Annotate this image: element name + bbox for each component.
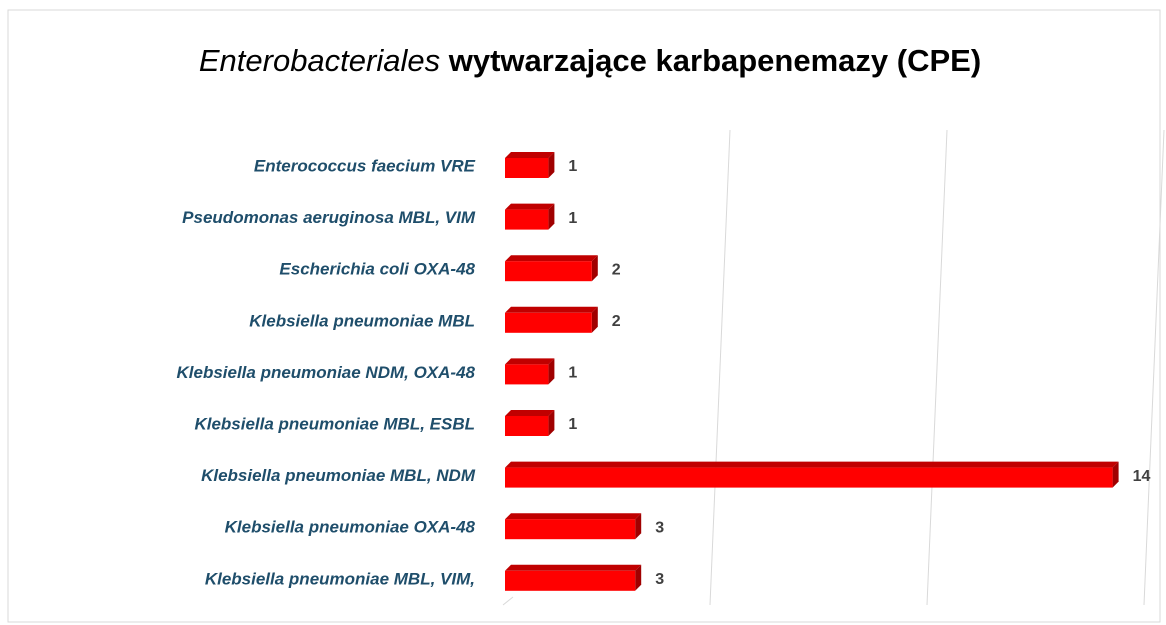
bar-side <box>591 306 598 333</box>
bar-top <box>505 306 598 313</box>
grid-line <box>709 129 731 606</box>
bar <box>505 513 642 540</box>
bar-side <box>548 410 555 436</box>
bar-side <box>1112 461 1119 488</box>
bar-front <box>505 261 592 282</box>
bar-front <box>505 158 549 178</box>
data-label: 3 <box>655 519 664 536</box>
y-tick-label: Klebsiella pneumoniae OXA-48 <box>225 518 476 537</box>
bar <box>505 410 555 436</box>
bar-side <box>591 255 598 282</box>
bar-side <box>635 513 642 540</box>
bar-side <box>548 203 555 230</box>
y-tick-label: Enterococcus faecium VRE <box>254 156 476 175</box>
bar-side <box>548 152 555 178</box>
bar <box>505 564 642 591</box>
grid-line <box>1143 129 1165 606</box>
bar <box>505 203 555 230</box>
bar-front <box>505 209 549 230</box>
bar-front <box>505 467 1113 488</box>
bar-top <box>505 410 555 416</box>
bar-side <box>635 564 642 591</box>
bar <box>505 255 598 282</box>
y-tick-label: Klebsiella pneumoniae MBL, NDM <box>201 466 476 485</box>
y-tick-label: Klebsiella pneumoniae MBL <box>249 311 475 330</box>
chart-title: Enterobacteriales wytwarzające karbapene… <box>150 40 1030 82</box>
data-label: 2 <box>612 313 621 330</box>
bar-top <box>505 152 555 158</box>
axis-line <box>502 596 514 606</box>
bar-front <box>505 519 636 540</box>
y-tick-label: Klebsiella pneumoniae NDM, OXA-48 <box>176 363 475 382</box>
bar <box>505 358 555 385</box>
bar-top <box>505 513 642 520</box>
bar <box>505 461 1119 488</box>
data-label: 3 <box>655 571 664 588</box>
y-tick-label: Escherichia coli OXA-48 <box>279 260 475 279</box>
data-label: 1 <box>568 158 577 175</box>
bar-top <box>505 203 555 210</box>
bar-front <box>505 416 549 436</box>
bar <box>505 152 555 178</box>
grid-line <box>926 129 948 606</box>
bar-top <box>505 255 598 262</box>
data-label: 2 <box>612 261 621 278</box>
bar-front <box>505 364 549 385</box>
bar-top <box>505 461 1119 468</box>
bar-front <box>505 312 592 333</box>
bar <box>505 306 598 333</box>
y-tick-label: Klebsiella pneumoniae MBL, ESBL <box>194 414 475 433</box>
y-tick-label: Pseudomonas aeruginosa MBL, VIM <box>182 208 476 227</box>
bar-side <box>548 358 555 385</box>
data-label: 14 <box>1133 468 1151 485</box>
y-tick-label: Klebsiella pneumoniae MBL, VIM, <box>205 569 475 588</box>
bar-top <box>505 564 642 571</box>
title-emphasis: Enterobacteriales <box>198 43 441 78</box>
data-label: 1 <box>568 416 577 433</box>
data-label: 1 <box>568 365 577 382</box>
chart-border <box>7 9 1161 623</box>
title-text: wytwarzające karbapenemazy (CPE) <box>448 43 982 78</box>
bar-front <box>505 570 636 591</box>
bar-top <box>505 358 555 365</box>
data-label: 1 <box>568 210 577 227</box>
